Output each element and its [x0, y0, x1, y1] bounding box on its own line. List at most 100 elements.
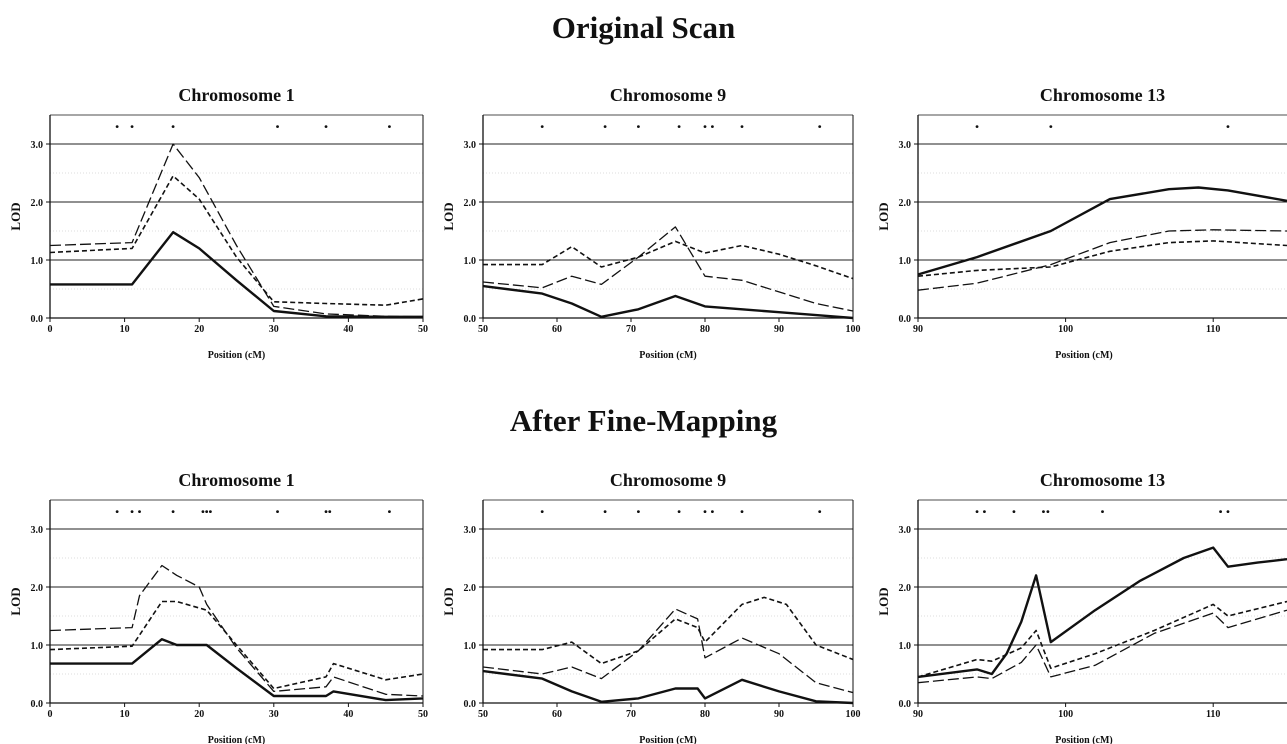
lod-series-long-dash [918, 609, 1287, 684]
y-tick-label: 3.0 [31, 525, 44, 536]
marker-dot [540, 510, 544, 513]
lod-series-long-dash [483, 608, 853, 694]
marker-dot [703, 510, 707, 513]
marker-dot [1101, 510, 1104, 513]
marker-dot [130, 125, 134, 128]
chart-panel-6: Chromosome 13 0.0 1.0 2.0 3.0 90 100 110 Positio… [876, 470, 1287, 744]
marker-dot [130, 510, 134, 513]
marker-dot [115, 125, 119, 128]
y-tick-label: 0.0 [31, 314, 44, 325]
marker-dot [540, 125, 544, 128]
marker-dot [677, 125, 681, 128]
y-tick-label: 2.0 [31, 198, 44, 209]
y-tick-label: 0.0 [464, 314, 477, 325]
lod-series-solid [918, 546, 1287, 679]
y-tick-label: 1.0 [899, 256, 912, 267]
marker-dot [138, 510, 141, 513]
x-tick-label: 100 [846, 324, 861, 335]
chart-panel-1: Chromosome 1 0.0 1.0 2.0 3.0 0 10 20 30 40 50 Posit… [8, 85, 428, 361]
x-axis-label: Position (cM) [1055, 735, 1113, 744]
marker-dot [711, 125, 714, 128]
x-tick-label: 80 [700, 324, 710, 335]
y-tick-label: 3.0 [899, 140, 912, 151]
chart-title: Chromosome 1 [178, 470, 294, 490]
lod-series-short-dash [483, 596, 853, 665]
x-tick-label: 10 [120, 324, 130, 335]
x-tick-label: 110 [1206, 324, 1220, 335]
marker-dot [276, 510, 279, 513]
y-tick-label: 1.0 [31, 641, 44, 652]
marker-dot [388, 510, 391, 513]
y-axis-label: LOD [441, 202, 456, 230]
lod-series-short-dash [918, 240, 1287, 277]
y-tick-label: 3.0 [464, 525, 477, 536]
x-tick-label: 40 [343, 709, 353, 720]
x-tick-label: 20 [194, 709, 204, 720]
x-axis-label: Position (cM) [208, 735, 266, 744]
x-tick-label: 60 [552, 324, 562, 335]
y-tick-label: 0.0 [31, 699, 44, 710]
y-tick-label: 3.0 [31, 140, 44, 151]
y-tick-label: 0.0 [899, 699, 912, 710]
y-tick-label: 3.0 [464, 140, 477, 151]
marker-dot [740, 510, 744, 513]
x-tick-label: 80 [700, 709, 710, 720]
y-axis-label: LOD [8, 202, 23, 230]
marker-dot [740, 125, 744, 128]
marker-dot [1012, 510, 1016, 513]
x-tick-label: 90 [913, 324, 923, 335]
y-tick-label: 1.0 [464, 256, 477, 267]
x-tick-label: 70 [626, 324, 636, 335]
y-axis-label: LOD [441, 587, 456, 615]
chart-panel-3: Chromosome 13 0.0 1.0 2.0 3.0 90 100 110 Positio… [876, 85, 1287, 361]
marker-dot [975, 125, 979, 128]
lod-series-short-dash [918, 600, 1287, 678]
y-tick-label: 2.0 [899, 583, 912, 594]
y-axis-label: LOD [876, 202, 891, 230]
lod-series-solid [918, 186, 1287, 276]
marker-dot [1226, 510, 1230, 513]
x-tick-label: 20 [194, 324, 204, 335]
x-tick-label: 50 [478, 709, 488, 720]
lod-series-short-dash [50, 175, 423, 306]
x-axis-label: Position (cM) [639, 735, 697, 744]
marker-dot [1049, 125, 1053, 128]
lod-series-long-dash [483, 226, 853, 312]
marker-dot [637, 510, 640, 513]
marker-dot [983, 510, 986, 513]
y-tick-label: 1.0 [464, 641, 477, 652]
marker-dot [115, 510, 119, 513]
x-tick-label: 40 [343, 324, 353, 335]
marker-dot [603, 510, 607, 513]
lod-series-solid [483, 669, 853, 705]
lod-series-solid [50, 231, 423, 318]
y-tick-label: 0.0 [464, 699, 477, 710]
x-tick-label: 90 [913, 709, 923, 720]
y-tick-label: 1.0 [899, 641, 912, 652]
marker-dot [975, 510, 979, 513]
y-tick-label: 2.0 [464, 198, 477, 209]
marker-dot [205, 510, 209, 513]
x-tick-label: 30 [269, 709, 279, 720]
x-tick-label: 90 [774, 709, 784, 720]
y-axis-label: LOD [876, 587, 891, 615]
chart-panel-5: Chromosome 9 0.0 1.0 2.0 3.0 50 60 70 80 90 100 Pos… [441, 470, 861, 744]
x-tick-label: 110 [1206, 709, 1220, 720]
marker-dot [1226, 125, 1230, 128]
lod-series-long-dash [50, 564, 423, 697]
y-axis-label: LOD [8, 587, 23, 615]
marker-dot [818, 125, 822, 128]
marker-dot [818, 510, 822, 513]
marker-dot [328, 510, 332, 513]
x-tick-label: 0 [48, 324, 53, 335]
chart-title: Chromosome 9 [610, 85, 726, 105]
x-tick-label: 70 [626, 709, 636, 720]
marker-dot [201, 510, 205, 513]
marker-dot [276, 125, 279, 128]
x-tick-label: 10 [120, 709, 130, 720]
chart-title: Chromosome 9 [610, 470, 726, 490]
marker-dot [388, 125, 391, 128]
x-tick-label: 50 [418, 709, 428, 720]
chart-title: Chromosome 13 [1040, 85, 1165, 105]
